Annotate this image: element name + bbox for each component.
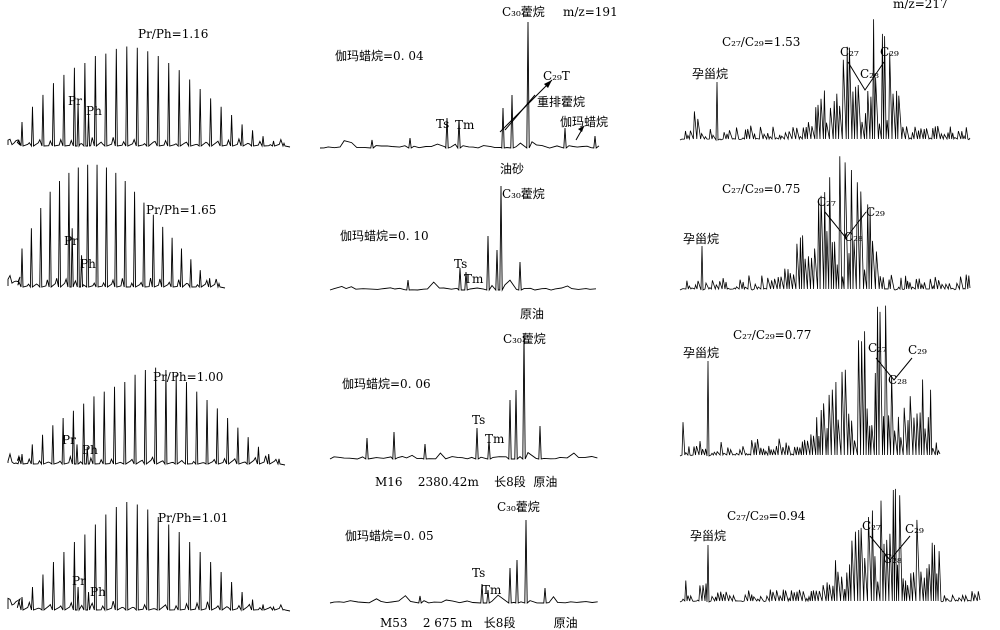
- c29-label-4: C₂₉: [905, 522, 924, 536]
- caption-m16: M16 2380.42m 长8段 原油: [375, 474, 557, 489]
- caption-oil-sand: 油砂: [500, 162, 524, 176]
- pr-label-4: Pr: [72, 574, 86, 588]
- gammacerane-ratio-3: 伽玛蜡烷=0. 06: [342, 376, 431, 391]
- sterane-leader-3: [875, 357, 913, 381]
- alkane-trace-4: [7, 501, 291, 612]
- mz191-label: m/z=191: [563, 5, 618, 19]
- ph-label-2: Ph: [80, 257, 96, 271]
- tm-label-1: Tm: [455, 118, 475, 132]
- c27-c29-ratio-3: C₂₇/C₂₉=0.77: [733, 328, 811, 342]
- sterane-trace-2: [679, 156, 971, 291]
- ts-label-1: Ts: [436, 117, 449, 131]
- gammacerane-ratio-2: 伽玛蜡烷=0. 10: [340, 228, 429, 243]
- pregnane-label-1: 孕甾烷: [692, 67, 728, 81]
- ph-label-4: Ph: [90, 585, 106, 599]
- tm-label-2: Tm: [464, 272, 484, 286]
- hopane-trace-2: [329, 185, 597, 292]
- ts-label-3: Ts: [472, 413, 485, 427]
- c29-label-1: C₂₉: [880, 45, 899, 59]
- gammacerane-ratio-4: 伽玛蜡烷=0. 05: [345, 528, 434, 543]
- c29t-arrowhead: [544, 80, 552, 88]
- c27-label-2: C₂₇: [817, 195, 836, 209]
- gammacerane-label-1: 伽玛蜡烷: [560, 114, 608, 129]
- c29t-arrow: [499, 79, 553, 133]
- c29t-label: C₂₉T: [543, 69, 570, 83]
- c27-c29-ratio-2: C₂₇/C₂₉=0.75: [722, 182, 800, 196]
- sterane-trace-3: [679, 305, 941, 457]
- tm-label-4: Tm: [482, 583, 502, 597]
- hopane-trace-4: [329, 519, 598, 604]
- tm-label-3: Tm: [485, 432, 505, 446]
- c27-label-4: C₂₇: [862, 519, 881, 533]
- sterane-trace-1: [679, 19, 971, 142]
- ph-label-1: Ph: [86, 104, 102, 118]
- pr-label-1: Pr: [68, 94, 82, 108]
- hopane-trace-3: [329, 332, 598, 461]
- c30-hopane-label-1: C₃₀藿烷: [502, 5, 545, 19]
- rearranged-hopane-label: 重排藿烷: [537, 95, 585, 109]
- sterane-leader-2: [824, 211, 867, 239]
- c28-label-4: C₂₈: [883, 552, 902, 566]
- c27-c29-ratio-1: C₂₇/C₂₉=1.53: [722, 35, 800, 49]
- pr-ph-ratio-2: Pr/Ph=1.65: [146, 203, 216, 217]
- c30-hopane-label-3: C₃₀藿烷: [503, 332, 546, 346]
- pr-ph-ratio-4: Pr/Ph=1.01: [158, 511, 228, 525]
- ph-label-3: Ph: [82, 443, 98, 457]
- pr-ph-ratio-1: Pr/Ph=1.16: [138, 27, 208, 41]
- c29-label-3: C₂₉: [908, 343, 927, 357]
- alkane-trace-2: [7, 164, 226, 289]
- c27-label-1: C₂₇: [840, 45, 859, 59]
- alkane-trace-3: [7, 367, 286, 466]
- c28-label-2: C₂₈: [844, 230, 863, 244]
- caption-m53: M53 2 675 m 长8段 原油: [380, 615, 578, 630]
- mz217-label: m/z=217: [893, 0, 948, 11]
- gammacerane-arrowhead: [578, 126, 584, 132]
- sterane-leader-4: [869, 535, 911, 561]
- c28-label-1: C₂₈: [860, 67, 879, 81]
- c29-label-2: C₂₉: [866, 205, 885, 219]
- c30-hopane-label-2: C₃₀藿烷: [502, 187, 545, 201]
- sterane-trace-4: [679, 488, 981, 603]
- pregnane-label-4: 孕甾烷: [690, 529, 726, 543]
- hopane-trace-1: [319, 21, 600, 150]
- sterane-leader-1: [847, 61, 885, 91]
- c27-label-3: C₂₇: [868, 341, 887, 355]
- ts-label-2: Ts: [454, 257, 467, 271]
- pr-label-3: Pr: [62, 433, 76, 447]
- c28-label-3: C₂₈: [888, 373, 907, 387]
- pregnane-label-2: 孕甾烷: [683, 232, 719, 246]
- alkane-trace-1: [7, 46, 291, 148]
- pregnane-label-3: 孕甾烷: [683, 346, 719, 360]
- c30-hopane-label-4: C₃₀藿烷: [497, 500, 540, 514]
- caption-crude-oil: 原油: [520, 307, 544, 321]
- ts-label-4: Ts: [472, 566, 485, 580]
- pr-ph-ratio-3: Pr/Ph=1.00: [153, 370, 223, 384]
- pr-label-2: Pr: [64, 234, 78, 248]
- gammacerane-ratio-1: 伽玛蜡烷=0. 04: [335, 48, 424, 63]
- c27-c29-ratio-4: C₂₇/C₂₉=0.94: [727, 509, 806, 523]
